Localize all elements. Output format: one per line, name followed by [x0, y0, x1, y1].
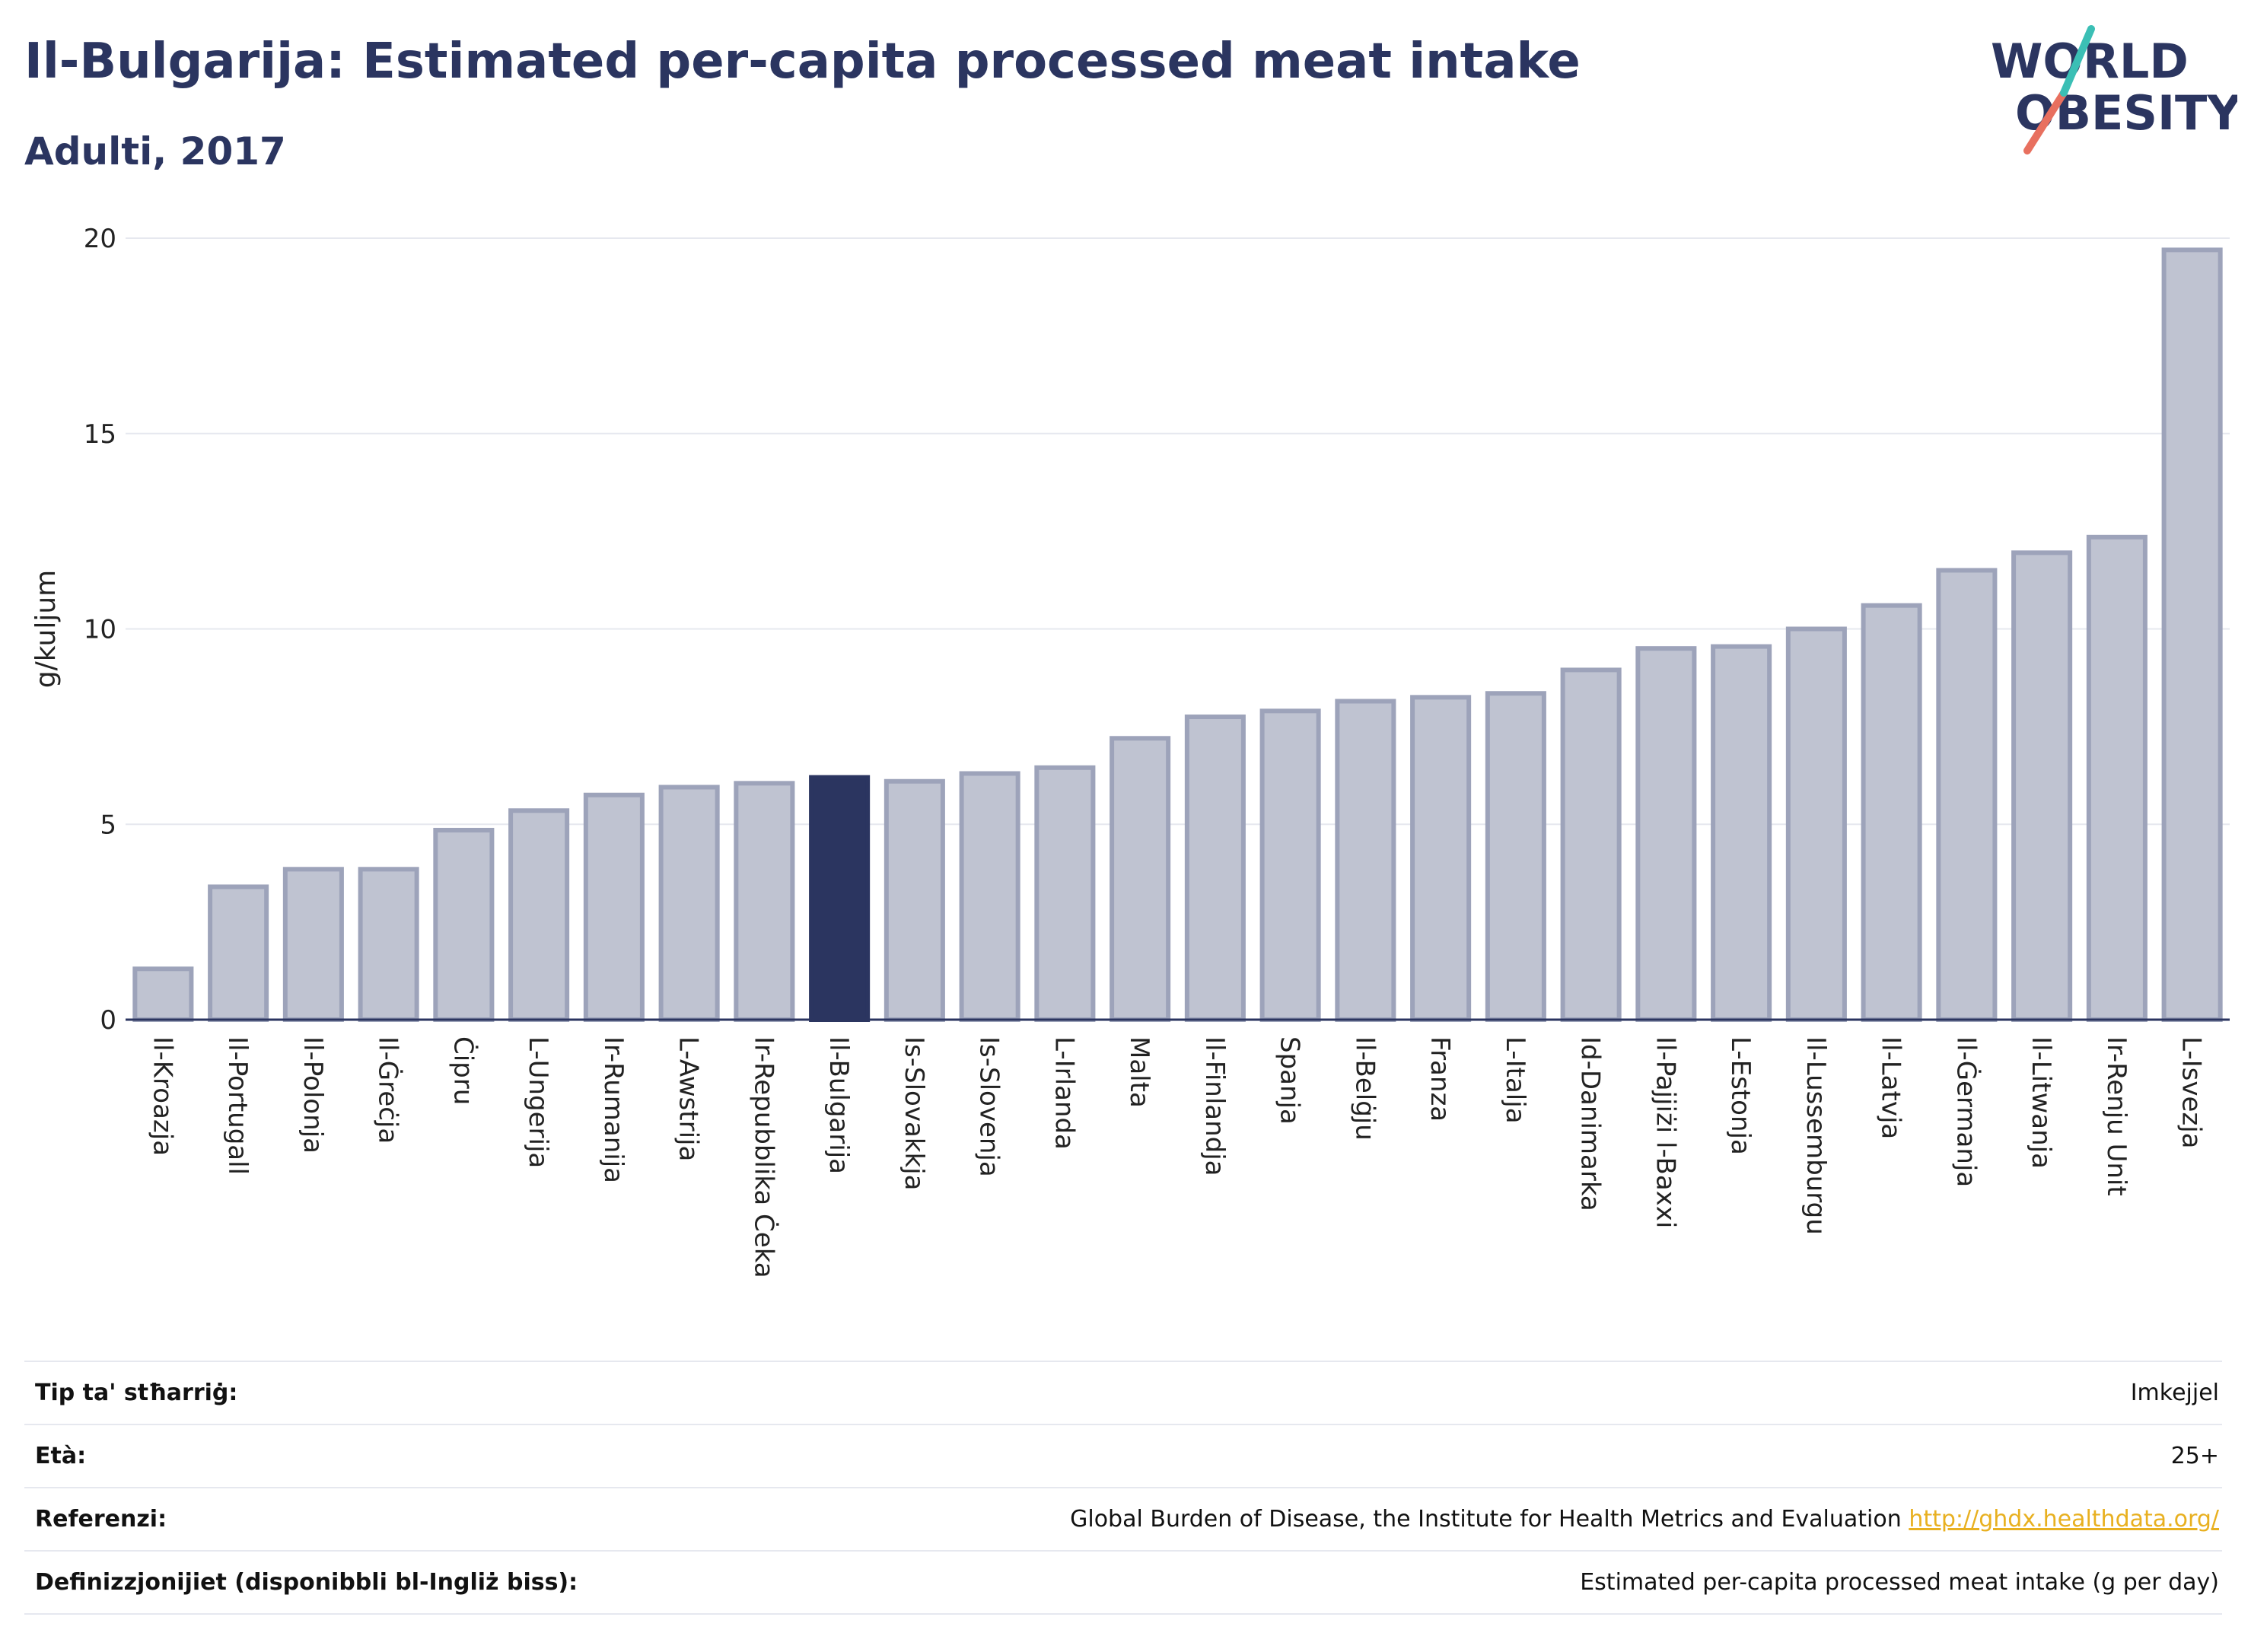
y-axis-label: g/kuljum — [30, 570, 62, 688]
info-value: Global Burden of Disease, the Institute … — [1070, 1506, 1902, 1533]
x-tick-label: Ir-Rumanija — [598, 1036, 629, 1183]
x-tick-label: Il-Ġermanja — [1950, 1036, 1982, 1187]
x-tick-label: Id-Danimarka — [1575, 1036, 1606, 1211]
bar — [658, 785, 720, 1023]
bar-chart: 0 5 10 15 20 g/kuljum Il-Kroazja Il-Portugall Il… — [30, 224, 2230, 1278]
bar — [1259, 708, 1321, 1023]
info-value: Imkejjel — [2130, 1380, 2219, 1406]
bar — [2086, 534, 2148, 1022]
bar — [1034, 765, 1096, 1022]
x-tick-label: Spanja — [1275, 1036, 1305, 1125]
svg-text:WORLD: WORLD — [1991, 33, 2189, 89]
bar — [1861, 603, 1922, 1022]
x-tick-label: L-Italja — [1500, 1036, 1530, 1124]
x-tick-label: L-Ungerija — [523, 1036, 553, 1168]
bar — [433, 827, 495, 1023]
x-tick-label: L-Irlanda — [1049, 1036, 1079, 1150]
info-row-age: Età: 25+ — [24, 1425, 2222, 1488]
x-tick-label: Il-Lussemburgu — [1800, 1036, 1831, 1235]
bar — [959, 771, 1020, 1022]
bar — [1785, 626, 1847, 1022]
info-label: Referenzi: — [35, 1506, 167, 1533]
bar — [734, 781, 795, 1023]
bar — [884, 778, 945, 1022]
y-tick-label: 20 — [84, 224, 116, 254]
info-value-wrap: Global Burden of Disease, the Institute … — [1070, 1506, 2222, 1533]
world-obesity-logo: WORLD OBESITY — [1991, 25, 2237, 154]
y-tick-label: 10 — [84, 615, 116, 645]
bar — [1485, 691, 1546, 1022]
bar — [282, 867, 344, 1022]
chart-title: Il-Bulgarija: Estimated per-capita proce… — [24, 33, 1581, 90]
x-tick-label: Il-Latvja — [1876, 1036, 1906, 1139]
y-tick-label: 5 — [100, 810, 116, 840]
bar — [2161, 247, 2223, 1022]
x-tick-label: Malta — [1124, 1036, 1154, 1108]
bar — [508, 808, 570, 1022]
y-tick-label: 0 — [100, 1005, 116, 1036]
x-tick-label: Ċipru — [447, 1036, 479, 1105]
bar — [132, 966, 194, 1022]
x-tick-label: L-Awstrija — [673, 1036, 704, 1161]
x-tick-label: Is-Slovenja — [974, 1036, 1005, 1177]
bar — [1335, 699, 1396, 1022]
x-tick-label: Il-Pajjiżi l-Baxxi — [1650, 1036, 1680, 1228]
info-row-survey-type: Tip ta' stħarriġ: Imkejjel — [24, 1362, 2222, 1425]
info-label: Definizzjonijiet (disponibbli bl-Ingliż … — [35, 1569, 578, 1596]
info-table: Tip ta' stħarriġ: Imkejjel Età: 25+ Refe… — [24, 1361, 2222, 1615]
x-tick-label: Il-Litwanja — [2026, 1036, 2056, 1169]
info-row-definitions: Definizzjonijiet (disponibbli bl-Ingliż … — [24, 1552, 2222, 1615]
bar — [1635, 646, 1697, 1022]
bar — [583, 792, 645, 1023]
x-tick-label: Is-Slovakkja — [899, 1036, 929, 1190]
x-tick-label: Il-Polonja — [298, 1036, 328, 1154]
bar — [809, 775, 871, 1022]
info-row-references: Referenzi: Global Burden of Disease, the… — [24, 1488, 2222, 1552]
info-label: Età: — [35, 1443, 87, 1469]
info-value: 25+ — [2170, 1443, 2219, 1469]
bar — [2011, 550, 2073, 1022]
bar — [208, 884, 269, 1023]
x-tick-label: Franza — [1425, 1036, 1455, 1122]
x-tick-label: Il-Bulgarija — [823, 1036, 854, 1174]
chart-subtitle: Adulti, 2017 — [24, 129, 286, 173]
x-tick-label: Il-Finlandja — [1199, 1036, 1230, 1176]
x-tick-label: Ir-Repubblika Ċeka — [748, 1036, 779, 1278]
x-tick-label: Il-Kroazja — [147, 1036, 177, 1156]
bar — [1410, 695, 1472, 1022]
x-tick-label: Il-Portugall — [222, 1036, 253, 1175]
bar — [1110, 736, 1171, 1023]
x-tick-label: Il-Ġreċja — [373, 1036, 404, 1144]
x-tick-label: Ir-Renju Unit — [2101, 1036, 2132, 1196]
info-label: Tip ta' stħarriġ: — [35, 1380, 238, 1406]
x-tick-label: L-Isvezja — [2176, 1036, 2207, 1149]
info-value: Estimated per-capita processed meat inta… — [1580, 1569, 2219, 1596]
x-tick-label: Il-Belġju — [1349, 1036, 1380, 1141]
bar — [358, 867, 419, 1022]
bar — [1936, 568, 1998, 1022]
bar — [1560, 667, 1622, 1022]
x-tick-label: L-Estonja — [1725, 1036, 1756, 1155]
reference-link[interactable]: http://ghdx.healthdata.org/ — [1909, 1506, 2219, 1533]
bar — [1184, 715, 1246, 1022]
bar — [1711, 644, 1772, 1022]
y-tick-label: 15 — [84, 419, 116, 450]
